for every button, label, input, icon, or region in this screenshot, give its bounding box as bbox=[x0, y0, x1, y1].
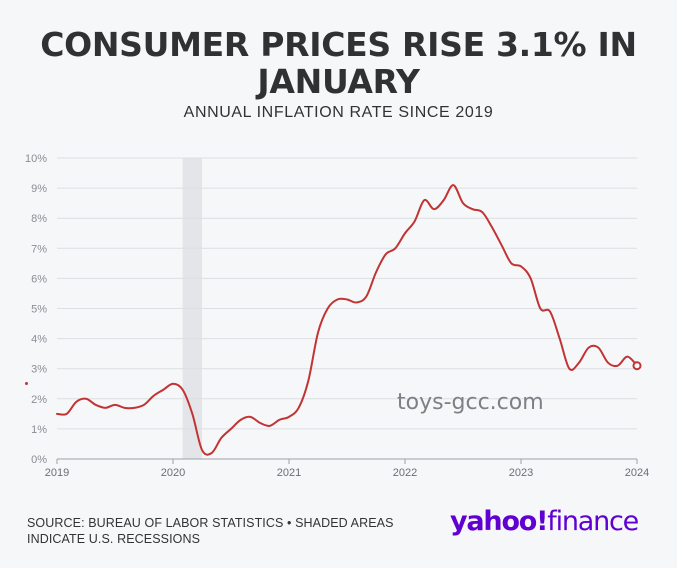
x-tick-label: 2022 bbox=[393, 467, 417, 479]
watermark-text: toys-gcc.com bbox=[397, 390, 544, 415]
series-end-marker bbox=[632, 361, 642, 371]
y-tick-label: 2% bbox=[31, 394, 47, 406]
y-tick-label: 10% bbox=[25, 153, 47, 165]
x-tick-label: 2019 bbox=[45, 467, 69, 479]
source-line-2: INDICATE U.S. RECESSIONS bbox=[27, 532, 201, 546]
source-note: SOURCE: BUREAU OF LABOR STATISTICS • SHA… bbox=[27, 515, 394, 547]
yahoo-finance-logo: yahoo!finance bbox=[450, 506, 639, 537]
chart-title: CONSUMER PRICES RISE 3.1% IN JANUARY bbox=[40, 25, 637, 101]
logo-yahoo: yahoo bbox=[450, 506, 537, 537]
source-line-1: SOURCE: BUREAU OF LABOR STATISTICS • SHA… bbox=[27, 516, 394, 530]
y-tick-label: 6% bbox=[31, 273, 47, 285]
x-tick-label: 2024 bbox=[625, 467, 649, 479]
logo-finance: finance bbox=[547, 506, 639, 537]
inflation-series-line bbox=[56, 184, 638, 456]
y-tick-label: 8% bbox=[31, 213, 47, 225]
y-tick-label: 7% bbox=[31, 243, 47, 255]
logo-exclaim: ! bbox=[536, 506, 548, 537]
x-tick-label: 2021 bbox=[277, 467, 301, 479]
y-tick-label: 4% bbox=[31, 334, 47, 346]
y-tick-label: 9% bbox=[31, 183, 47, 195]
y-tick-label: 3% bbox=[31, 364, 47, 376]
stray-mark bbox=[25, 382, 28, 385]
y-tick-label: 5% bbox=[31, 304, 47, 316]
y-tick-label: 1% bbox=[31, 424, 47, 436]
x-tick-label: 2020 bbox=[161, 467, 185, 479]
x-tick-label: 2023 bbox=[509, 467, 533, 479]
y-tick-label: 0% bbox=[31, 454, 47, 466]
chart-subtitle: ANNUAL INFLATION RATE SINCE 2019 bbox=[183, 104, 494, 121]
